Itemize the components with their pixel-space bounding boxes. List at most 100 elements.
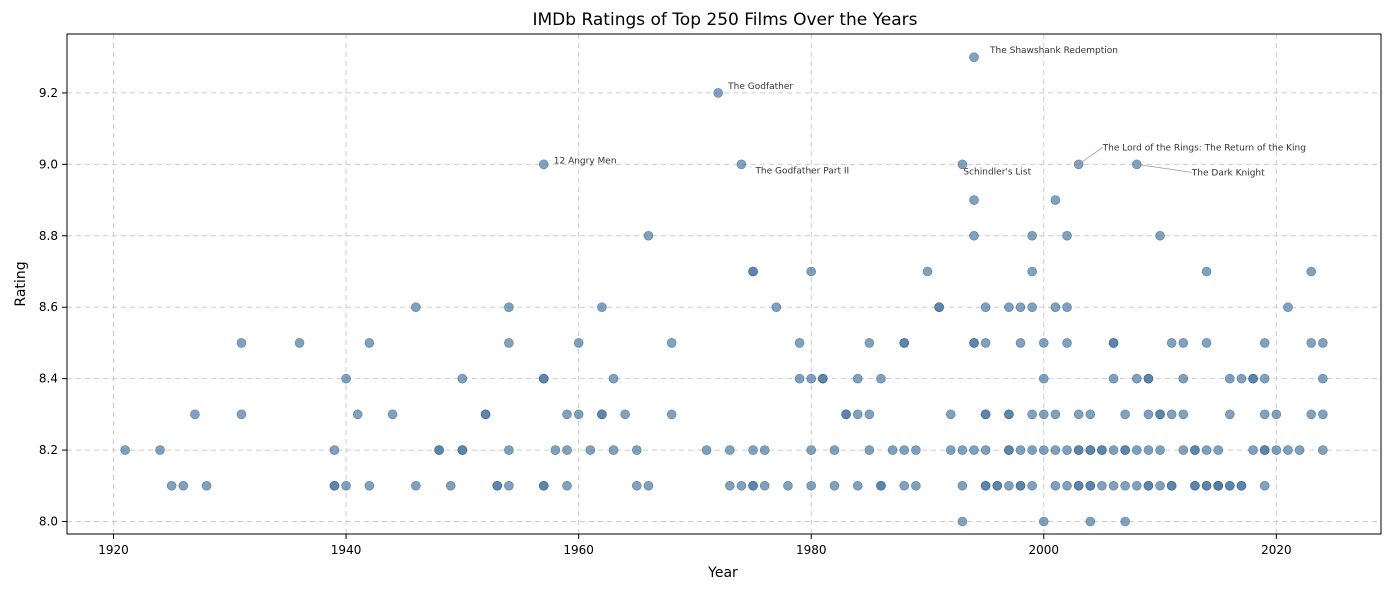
- data-point: [1155, 409, 1165, 420]
- data-point: [190, 409, 200, 420]
- data-point: [166, 480, 177, 491]
- data-point: [643, 480, 654, 491]
- data-point: [1062, 302, 1072, 313]
- data-point: [1132, 480, 1142, 491]
- data-point: [1271, 445, 1282, 455]
- data-point: [1004, 445, 1014, 455]
- data-point: [434, 445, 444, 455]
- data-point: [957, 516, 968, 527]
- data-point: [1248, 445, 1258, 455]
- annotation-label: The Godfather Part II: [754, 166, 849, 176]
- data-point: [504, 338, 514, 348]
- annotation-leader: [1136, 163, 1192, 173]
- data-point: [1027, 445, 1037, 455]
- data-point: [806, 266, 817, 277]
- data-point: [480, 409, 491, 420]
- data-point: [771, 302, 782, 313]
- data-point: [573, 338, 584, 348]
- x-axis-label: Year: [707, 565, 738, 581]
- data-point: [969, 230, 979, 241]
- data-point: [492, 480, 503, 491]
- grid: [67, 34, 1381, 534]
- data-point: [1271, 409, 1282, 420]
- data-point: [887, 445, 898, 455]
- data-point: [969, 195, 979, 205]
- data-point: [178, 480, 189, 491]
- data-point: [911, 480, 921, 491]
- data-point: [1120, 445, 1130, 455]
- data-point: [794, 338, 805, 348]
- data-point: [1201, 480, 1212, 491]
- data-point: [818, 373, 828, 384]
- data-point: [1085, 516, 1096, 527]
- data-point: [1155, 445, 1165, 455]
- data-point: [829, 445, 840, 455]
- x-tick-label: 2020: [1261, 543, 1292, 557]
- data-point: [504, 302, 514, 313]
- data-point: [1004, 409, 1014, 420]
- data-point: [1190, 445, 1200, 455]
- data-point: [934, 302, 944, 313]
- data-point: [1318, 373, 1328, 384]
- data-point: [1027, 480, 1037, 491]
- data-point: [852, 480, 863, 491]
- data-point: [1306, 266, 1317, 277]
- data-point: [1283, 445, 1293, 455]
- data-point: [329, 480, 340, 491]
- annotation-label: The Dark Knight: [1191, 168, 1265, 178]
- annotation-label: 12 Angry Men: [554, 156, 617, 166]
- data-point: [911, 445, 921, 455]
- data-point: [864, 409, 875, 420]
- data-point: [864, 338, 875, 348]
- data-point: [783, 480, 793, 491]
- data-point: [1259, 480, 1270, 491]
- x-tick-label: 1920: [98, 543, 129, 557]
- data-point: [945, 445, 956, 455]
- annotation-leader: [1078, 147, 1103, 165]
- data-point: [1166, 480, 1177, 491]
- data-point: [1166, 338, 1177, 348]
- data-point: [1027, 409, 1037, 420]
- data-point: [1108, 338, 1119, 348]
- data-point: [1108, 445, 1119, 455]
- y-tick-label: 8.4: [39, 372, 58, 386]
- x-tick-label: 1940: [331, 543, 362, 557]
- data-point: [748, 445, 758, 455]
- data-point: [980, 409, 991, 420]
- data-point: [597, 302, 607, 313]
- data-point: [876, 373, 886, 384]
- data-point: [538, 159, 549, 170]
- data-point: [620, 409, 630, 420]
- data-point: [1097, 445, 1107, 455]
- data-point: [155, 445, 165, 455]
- data-point: [1085, 409, 1096, 420]
- data-point: [1155, 230, 1165, 241]
- data-point: [1213, 480, 1224, 491]
- data-point: [562, 480, 572, 491]
- data-point: [725, 445, 735, 455]
- y-tick-label: 9.0: [39, 157, 58, 171]
- data-point: [1108, 480, 1119, 491]
- data-point: [1062, 338, 1072, 348]
- data-point: [1062, 445, 1072, 455]
- data-point: [1318, 409, 1328, 420]
- data-point: [759, 480, 770, 491]
- data-point: [1306, 409, 1317, 420]
- data-point: [201, 480, 212, 491]
- data-point: [562, 445, 572, 455]
- x-axis-ticks: 1920 1940 1960 1980 2000 2020: [98, 534, 1292, 557]
- data-point: [1038, 516, 1049, 527]
- data-point: [294, 338, 305, 348]
- data-point: [1259, 409, 1270, 420]
- data-point: [806, 480, 817, 491]
- data-point: [852, 373, 863, 384]
- chart-title: IMDb Ratings of Top 250 Films Over the Y…: [532, 10, 917, 30]
- data-point: [1120, 480, 1130, 491]
- data-point: [1050, 409, 1061, 420]
- data-point: [608, 445, 619, 455]
- data-point: [806, 373, 817, 384]
- data-point: [1248, 373, 1258, 384]
- x-tick-label: 1980: [796, 543, 827, 557]
- data-point: [1225, 373, 1235, 384]
- y-tick-label: 9.2: [39, 86, 58, 100]
